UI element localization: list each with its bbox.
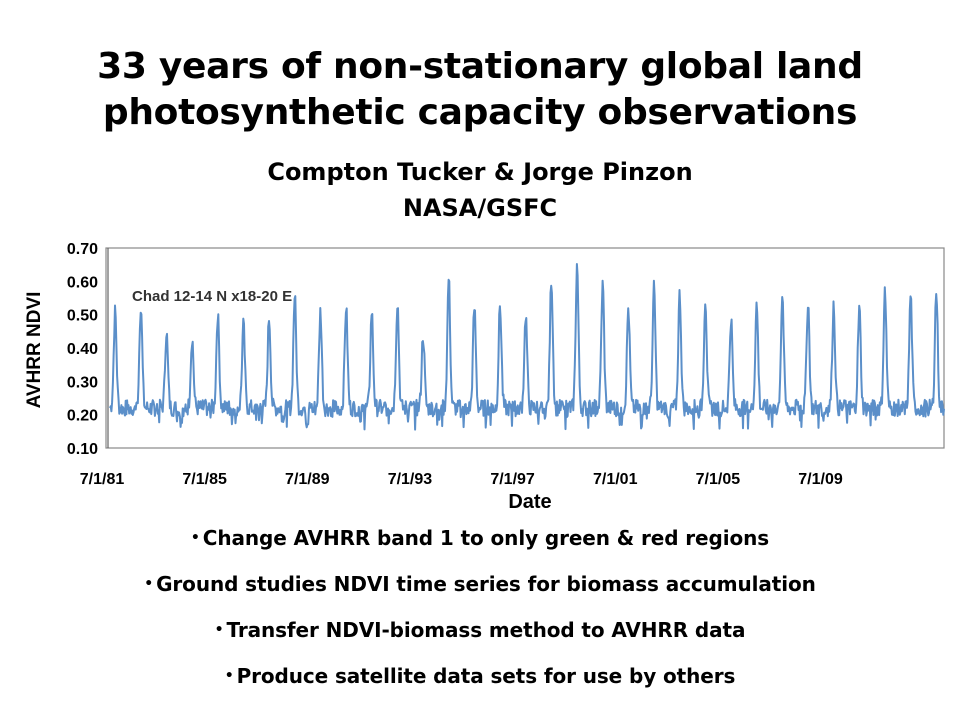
author-block: Compton Tucker & Jorge Pinzon NASA/GSFC: [0, 154, 960, 226]
x-tick-label: 7/1/85: [182, 471, 227, 488]
bullet-list: • Change AVHRR band 1 to only green & red…: [0, 520, 960, 704]
x-tick-labels: 7/1/81 7/1/85 7/1/89 7/1/93 7/1/97 7/1/01 7/1/…: [80, 471, 843, 488]
y-tick-label: 0.20: [67, 408, 98, 425]
y-tick-label: 0.40: [67, 341, 98, 358]
bullet-item: • Ground studies NDVI time series for bio…: [144, 572, 816, 596]
affiliation: NASA/GSFC: [402, 194, 558, 222]
x-axis-label: Date: [508, 491, 551, 512]
y-tick-label: 0.30: [67, 374, 98, 391]
y-tick-labels: 0.10 0.20 0.30 0.40 0.50 0.60 0.70: [67, 241, 98, 458]
slide-title: 33 years of non-stationary global land p…: [0, 44, 960, 136]
title-line-2: photosynthetic capacity observations: [102, 92, 858, 133]
ndvi-chart: 0.10 0.20 0.30 0.40 0.50 0.60 0.70 7/1/81 7/1/8…: [18, 240, 948, 513]
bullet-item: • Transfer NDVI-biomass method to AVHRR d…: [214, 618, 746, 642]
bullet-item: • Change AVHRR band 1 to only green & red…: [190, 526, 770, 550]
x-tick-label: 7/1/81: [80, 471, 125, 488]
title-line-1: 33 years of non-stationary global land: [97, 46, 863, 87]
y-tick-label: 0.60: [67, 274, 98, 291]
chart-svg: 0.100.200.300.400.500.600.70 7/1/81 7/1/8…: [24, 241, 945, 513]
y-tick-label: 0.10: [67, 441, 98, 458]
x-tick-label: 7/1/97: [490, 471, 535, 488]
ndvi-series-line: [109, 263, 945, 431]
y-axis-label: AVHRR NDVI: [24, 292, 45, 409]
bullet-item: • Produce satellite data sets for use by …: [224, 664, 736, 688]
x-tick-label: 7/1/05: [696, 471, 741, 488]
plot-frame: [105, 247, 945, 449]
chart-annotation: Chad 12-14 N x18-20 E: [132, 288, 292, 305]
y-tick-label: 0.50: [67, 308, 98, 325]
x-tick-label: 7/1/01: [593, 471, 638, 488]
y-tick-label: 0.70: [67, 241, 98, 258]
x-tick-label: 7/1/93: [388, 471, 433, 488]
authors: Compton Tucker & Jorge Pinzon: [267, 158, 693, 186]
x-tick-label: 7/1/89: [285, 471, 330, 488]
x-tick-label: 7/1/09: [798, 471, 843, 488]
